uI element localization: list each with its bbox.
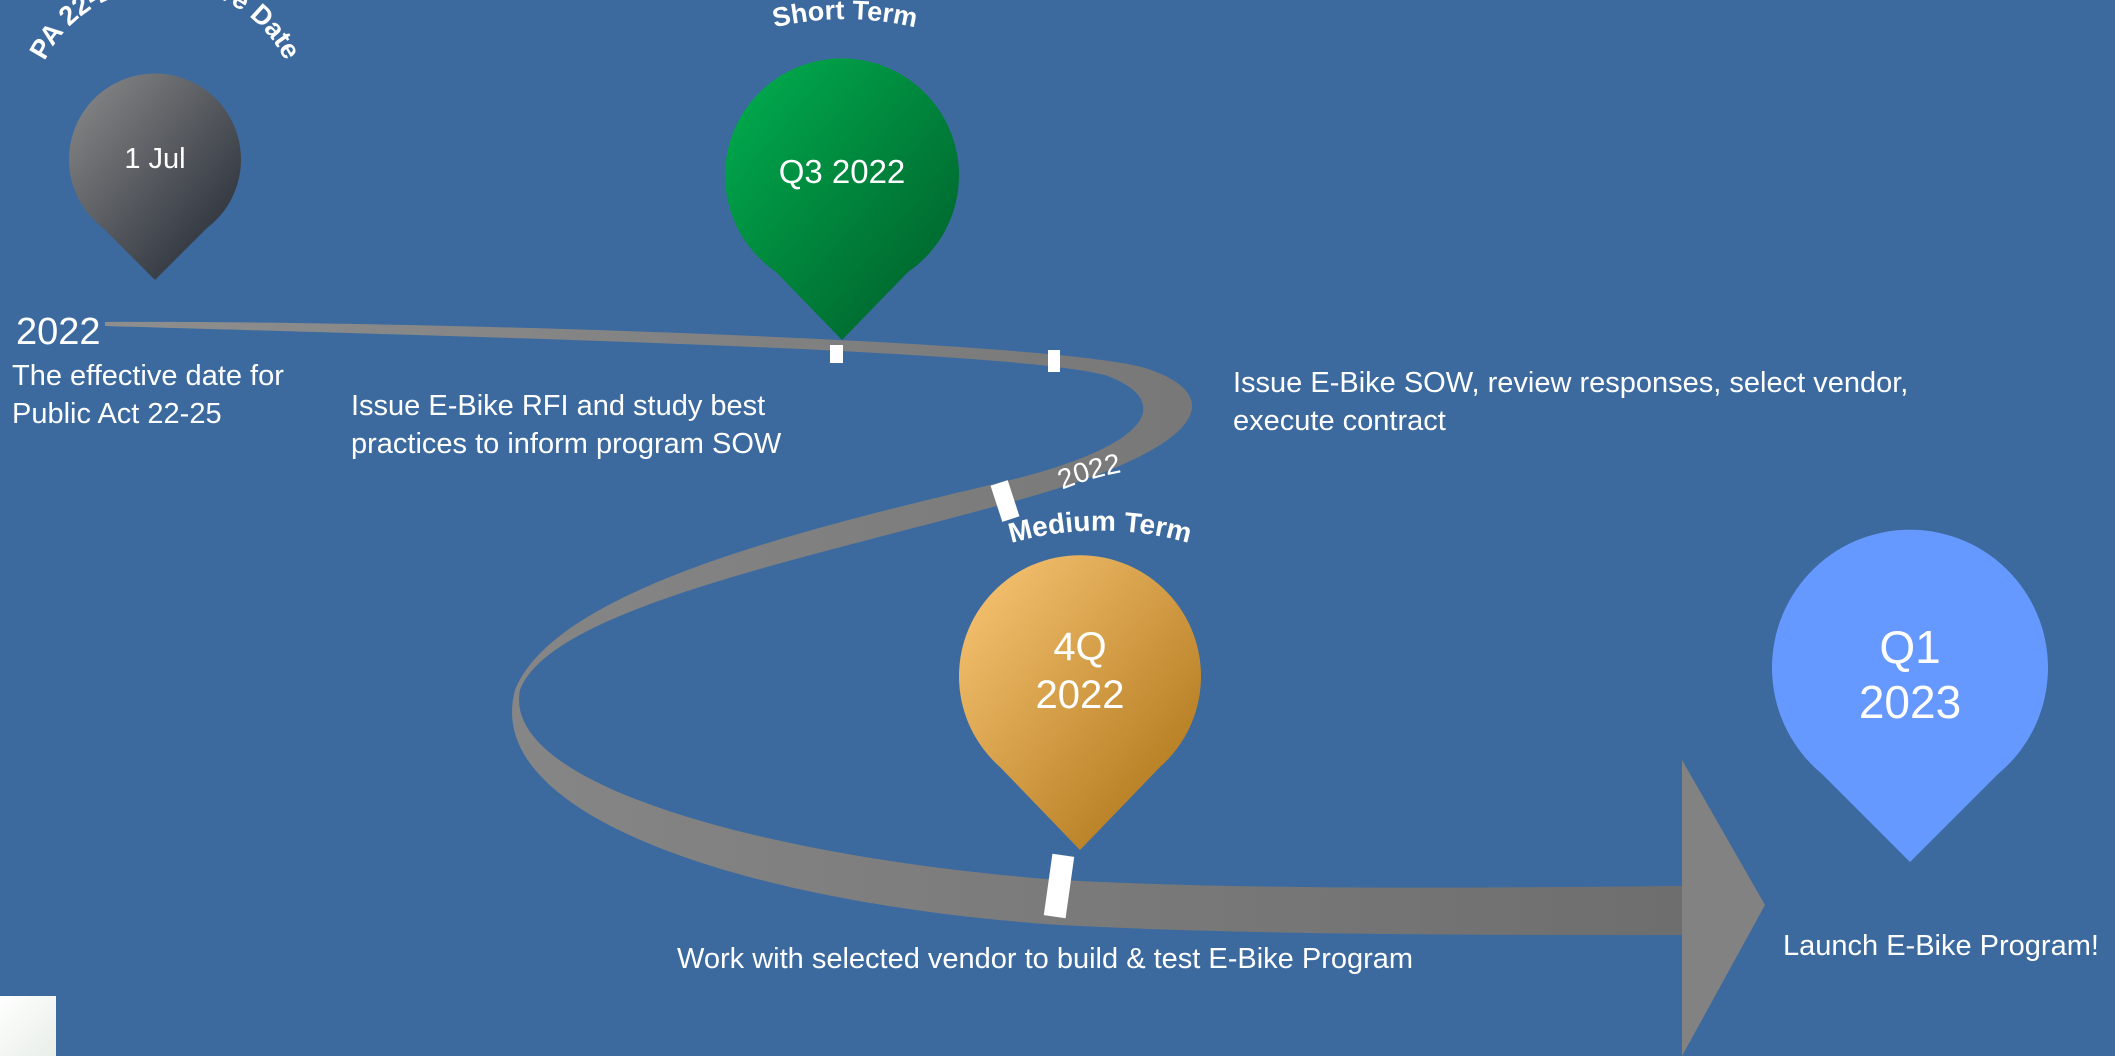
road-mark	[1043, 853, 1075, 919]
description-line: Issue E-Bike RFI and study best	[351, 390, 766, 422]
road-arrowhead	[1682, 760, 1765, 1056]
pin-label-launch-line-1: Q1	[1879, 621, 1941, 673]
pin-label-effective-date: 1 Jul	[124, 143, 186, 175]
corner-decoration	[0, 996, 56, 1056]
description-line: Launch E-Bike Program!	[1783, 930, 2099, 962]
pin-blue	[1772, 529, 2049, 862]
description-line: execute contract	[1233, 405, 1446, 437]
heading-short-term: Short Term	[770, 0, 921, 33]
launch-description: Launch E-Bike Program!	[1783, 927, 2099, 965]
description-line: practices to inform program SOW	[351, 428, 782, 460]
vendor-selection-description: Issue E-Bike SOW, review responses, sele…	[1233, 364, 1908, 440]
pin-gold	[958, 555, 1201, 850]
description-line: The effective date for	[12, 360, 284, 392]
description-line: Work with selected vendor to build & tes…	[677, 943, 1414, 975]
pin-label-medium-term: 4Q 2022	[980, 623, 1180, 719]
pin-label-short-term: Q3 2022	[778, 153, 906, 190]
medium-term-description: Work with selected vendor to build & tes…	[677, 940, 1413, 978]
effective-date-year: 2022	[16, 311, 101, 353]
short-term-description: Issue E-Bike RFI and study best practice…	[351, 387, 781, 463]
road-mark	[1048, 350, 1060, 372]
pin-label-medium-line-1: 4Q	[1053, 625, 1107, 669]
road-mark	[990, 480, 1020, 522]
heading-pa-effective-date: PA 22-25 Effective Date	[24, 0, 307, 64]
pin-label-medium-line-2: 2022	[1035, 673, 1125, 717]
pin-gray	[68, 73, 241, 280]
effective-date-description: The effective date for Public Act 22-25	[12, 357, 284, 433]
pin-green	[725, 58, 959, 341]
pin-label-launch: Q1 2023	[1810, 620, 2010, 730]
description-line: Issue E-Bike SOW, review responses, sele…	[1233, 367, 1909, 399]
road-mark	[830, 345, 843, 363]
pin-label-launch-line-2: 2023	[1858, 676, 1962, 729]
heading-medium-term: Medium Term	[1005, 505, 1195, 548]
description-line: Public Act 22-25	[12, 398, 222, 430]
medium-term-year: 2022	[1053, 448, 1123, 496]
